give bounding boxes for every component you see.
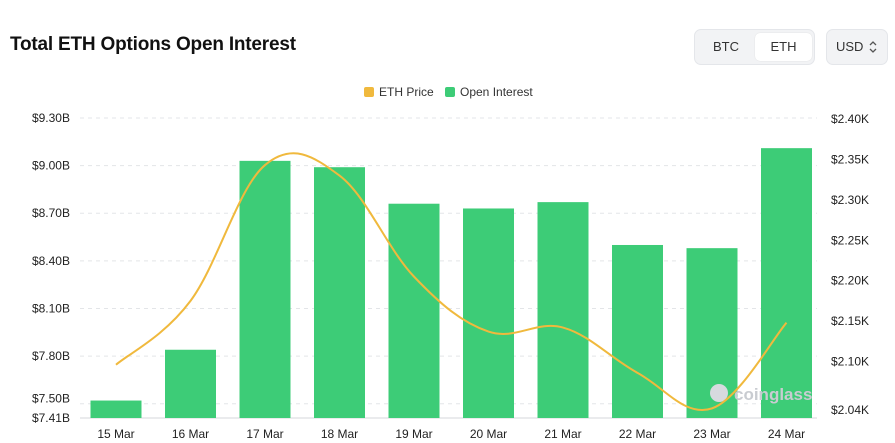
open-interest-bar[interactable] <box>388 203 440 418</box>
y-left-tick-label: $8.70B <box>32 206 70 220</box>
x-tick-label: 24 Mar <box>768 427 805 441</box>
legend-swatch-open-interest <box>445 87 455 97</box>
watermark-text: coinglass <box>734 385 812 404</box>
y-left-tick-label: $7.50B <box>32 392 70 406</box>
open-interest-bar[interactable] <box>314 167 365 418</box>
y-right-tick-label: $2.04K <box>831 403 869 417</box>
x-tick-label: 16 Mar <box>172 427 209 441</box>
open-interest-bar[interactable] <box>612 244 663 418</box>
asset-toggle: BTC ETH <box>694 29 815 65</box>
open-interest-bar[interactable] <box>537 202 589 418</box>
open-interest-bar[interactable] <box>165 349 216 418</box>
currency-select[interactable]: USD <box>826 29 888 65</box>
open-interest-bar[interactable] <box>463 208 514 418</box>
y-left-tick-label: $9.30B <box>32 111 70 125</box>
y-right-tick-label: $2.20K <box>831 274 869 288</box>
open-interest-bar[interactable] <box>90 400 142 418</box>
x-tick-label: 15 Mar <box>97 427 134 441</box>
eth-toggle-button[interactable]: ETH <box>755 33 812 61</box>
x-tick-label: 21 Mar <box>544 427 581 441</box>
eth-price-line <box>115 152 788 411</box>
legend-label-open-interest: Open Interest <box>460 85 533 99</box>
btc-toggle-button[interactable]: BTC <box>713 39 739 54</box>
x-tick-label: 22 Mar <box>619 427 656 441</box>
legend-label-eth-price: ETH Price <box>379 85 434 99</box>
x-tick-label: 20 Mar <box>470 427 507 441</box>
x-tick-label: 18 Mar <box>321 427 358 441</box>
sort-arrows-icon <box>869 41 877 53</box>
x-tick-label: 17 Mar <box>246 427 283 441</box>
y-axis-right: $2.04K $2.10K $2.15K $2.20K $2.25K $2.30K $2.3… <box>831 112 869 417</box>
chart-legend: ETH Price Open Interest <box>364 85 533 99</box>
y-right-tick-label: $2.15K <box>831 314 869 328</box>
watermark: coinglass <box>710 384 812 404</box>
open-interest-bar[interactable] <box>761 148 812 418</box>
y-left-tick-label: $9.00B <box>32 159 70 173</box>
y-left-tick-label: $7.80B <box>32 349 70 363</box>
y-right-tick-label: $2.30K <box>831 193 869 207</box>
coinglass-logo-icon <box>710 384 728 402</box>
open-interest-bar[interactable] <box>239 160 291 418</box>
y-right-tick-label: $2.10K <box>831 355 869 369</box>
y-right-tick-label: $2.40K <box>831 112 869 126</box>
y-axis-left: $7.41B $7.50B $7.80B $8.10B $8.40B $8.70B $9.0… <box>32 111 70 425</box>
x-tick-label: 19 Mar <box>395 427 432 441</box>
y-right-tick-label: $2.35K <box>831 152 869 166</box>
x-tick-label: 23 Mar <box>693 427 730 441</box>
y-left-tick-label: $8.10B <box>32 301 70 315</box>
x-axis: 15 Mar 16 Mar 17 Mar 18 Mar 19 Mar 20 Mar 21 M… <box>97 427 805 441</box>
y-right-tick-label: $2.25K <box>831 233 869 247</box>
y-left-tick-label: $7.41B <box>32 411 70 425</box>
currency-select-value: USD <box>836 39 864 54</box>
legend-swatch-eth-price <box>364 87 374 97</box>
page-title: Total ETH Options Open Interest <box>10 34 296 55</box>
y-left-tick-label: $8.40B <box>32 254 70 268</box>
open-interest-bars <box>90 148 812 418</box>
